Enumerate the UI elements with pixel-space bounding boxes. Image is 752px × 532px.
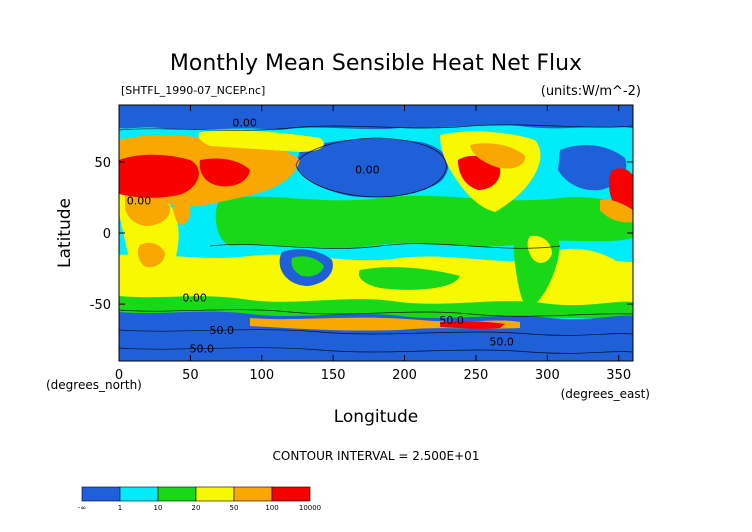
contour-label: 50.0 bbox=[210, 324, 235, 337]
x-axis-unit: (degrees_east) bbox=[561, 387, 650, 401]
x-tick-label: 50 bbox=[182, 368, 199, 383]
contour-label: 0.00 bbox=[355, 163, 380, 176]
contour-interval-label: CONTOUR INTERVAL = 2.500E+01 bbox=[273, 449, 480, 463]
contour-lines bbox=[119, 124, 633, 354]
land-south-america bbox=[513, 218, 560, 307]
colorbar-swatch bbox=[119, 486, 159, 502]
tropical-band-mid-flux bbox=[215, 195, 633, 249]
land-north-america-warm bbox=[470, 143, 526, 169]
colorbar-swatch bbox=[233, 486, 273, 502]
colorbar-swatch bbox=[271, 486, 311, 502]
x-tick-label: 250 bbox=[464, 368, 489, 383]
contour-label: 0.00 bbox=[182, 291, 207, 304]
contour-labels: 0.00 0.00 0.00 0.00 50.0 50.0 50.0 50.0 bbox=[127, 116, 514, 355]
colorbar: -∞ 1 10 20 50 100 10000 bbox=[78, 486, 321, 512]
y-tick-label: 50 bbox=[94, 156, 111, 171]
y-tick-label: 0 bbox=[103, 227, 111, 242]
x-tick-label: 300 bbox=[535, 368, 560, 383]
x-axis: 0 50 100 150 200 250 300 350 bbox=[115, 105, 631, 383]
land-central-asia-hot bbox=[119, 154, 199, 198]
land-indonesia bbox=[230, 221, 279, 239]
colorbar-swatch bbox=[81, 486, 121, 502]
units-label: (units:W/m^-2) bbox=[541, 84, 641, 99]
contour-label: 0.00 bbox=[127, 195, 152, 208]
land-east-asia-hot bbox=[199, 158, 250, 187]
land-siberia bbox=[198, 130, 324, 152]
land-europe-edge-warm bbox=[600, 199, 633, 223]
x-tick-label: 0 bbox=[115, 368, 123, 383]
y-axis: 50 0 -50 bbox=[90, 156, 633, 313]
southern-green-band bbox=[119, 296, 633, 318]
antarctic-coast-peak-flux bbox=[440, 321, 505, 329]
x-tick-label: 150 bbox=[321, 368, 346, 383]
colorbar-tick-label: 20 bbox=[192, 504, 201, 512]
file-label: [SHTFL_1990-07_NCEP.nc] bbox=[121, 84, 265, 97]
north-pacific-low-flux bbox=[296, 138, 449, 198]
colorbar-swatch bbox=[195, 486, 235, 502]
pacific-green-patch bbox=[328, 207, 420, 232]
south-pacific-green-patch bbox=[358, 267, 460, 290]
arctic-low-flux bbox=[119, 105, 633, 130]
land-europe-east-edge bbox=[609, 168, 633, 212]
land-india bbox=[172, 197, 191, 225]
contour-label: 0.00 bbox=[232, 116, 257, 129]
colorbar-swatch bbox=[157, 486, 197, 502]
y-axis-unit: (degrees_north) bbox=[46, 378, 142, 392]
land-south-america-dry bbox=[527, 235, 552, 263]
colorbar-tick-label: 100 bbox=[265, 504, 278, 512]
plot-area bbox=[119, 105, 633, 361]
colorbar-tick-label: 1 bbox=[118, 504, 122, 512]
y-axis-title: Latitude bbox=[55, 198, 75, 268]
south-atlantic-yellow-patch bbox=[558, 248, 615, 274]
contour-label: 50.0 bbox=[190, 342, 215, 355]
colorbar-tick-label: -∞ bbox=[78, 504, 86, 512]
land-south-africa bbox=[137, 242, 165, 268]
y-tick-label: -50 bbox=[90, 298, 111, 313]
land-australia-inner bbox=[291, 256, 324, 277]
x-tick-label: 200 bbox=[392, 368, 417, 383]
chart-title: Monthly Mean Sensible Heat Net Flux bbox=[170, 51, 582, 76]
x-tick-label: 350 bbox=[606, 368, 631, 383]
x-axis-title: Longitude bbox=[334, 407, 419, 427]
colorbar-tick-label: 10000 bbox=[299, 504, 321, 512]
contour-label: 50.0 bbox=[489, 335, 514, 348]
north-atlantic-low-flux bbox=[558, 144, 627, 191]
contour-label: 50.0 bbox=[439, 314, 464, 327]
x-tick-label: 100 bbox=[249, 368, 274, 383]
land-africa-hot bbox=[125, 195, 171, 226]
colorbar-tick-label: 10 bbox=[154, 504, 163, 512]
colorbar-tick-label: 50 bbox=[230, 504, 239, 512]
